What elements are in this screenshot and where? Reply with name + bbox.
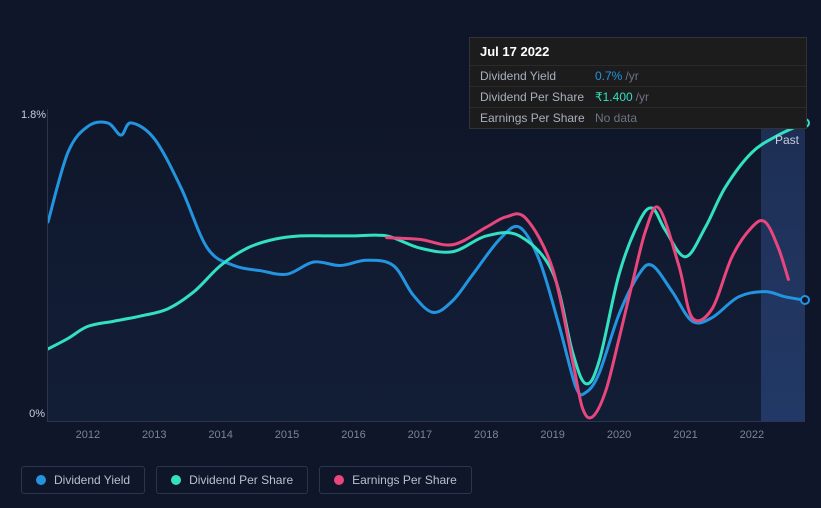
- legend-label: Dividend Per Share: [189, 473, 293, 487]
- legend-item[interactable]: Earnings Per Share: [319, 466, 472, 494]
- chart-lines: [48, 109, 805, 422]
- legend: Dividend Yield Dividend Per Share Earnings…: [21, 466, 472, 494]
- legend-label: Dividend Yield: [54, 473, 130, 487]
- series-line: [48, 123, 805, 384]
- legend-dot: [334, 475, 344, 485]
- tooltip-value: 0.7%: [595, 69, 622, 83]
- legend-dot: [36, 475, 46, 485]
- tooltip-row: Dividend Per Share₹1.400/yr: [470, 86, 806, 107]
- x-axis-tick: 2021: [673, 429, 697, 441]
- tooltip-label: Dividend Per Share: [480, 90, 595, 104]
- y-axis-tick: 1.8%: [21, 109, 45, 121]
- x-axis-tick: 2013: [142, 429, 166, 441]
- tooltip-row: Earnings Per ShareNo data: [470, 107, 806, 128]
- tooltip-label: Dividend Yield: [480, 69, 595, 83]
- x-axis-tick: 2015: [275, 429, 299, 441]
- chart-tooltip: Jul 17 2022 Dividend Yield0.7%/yrDividen…: [469, 37, 807, 129]
- x-axis-tick: 2016: [341, 429, 365, 441]
- legend-label: Earnings Per Share: [352, 473, 457, 487]
- x-axis-tick: 2018: [474, 429, 498, 441]
- series-line: [48, 122, 805, 395]
- x-axis-tick: 2019: [540, 429, 564, 441]
- x-axis-tick: 2012: [76, 429, 100, 441]
- tooltip-value: No data: [595, 111, 637, 125]
- tooltip-label: Earnings Per Share: [480, 111, 595, 125]
- legend-dot: [171, 475, 181, 485]
- tooltip-date: Jul 17 2022: [470, 38, 806, 65]
- tooltip-value: ₹1.400: [595, 90, 633, 104]
- x-axis-tick: 2017: [408, 429, 432, 441]
- legend-item[interactable]: Dividend Per Share: [156, 466, 308, 494]
- chart: Past 1.8% 0% 2012 2013 2014 2015 2016 2017 2018 2…: [21, 109, 805, 464]
- y-axis-tick: 0%: [21, 408, 45, 420]
- tooltip-row: Dividend Yield0.7%/yr: [470, 65, 806, 86]
- x-axis-tick: 2022: [740, 429, 764, 441]
- legend-item[interactable]: Dividend Yield: [21, 466, 145, 494]
- series-line: [387, 207, 789, 418]
- tooltip-unit: /yr: [625, 69, 638, 83]
- x-axis-tick: 2014: [208, 429, 232, 441]
- past-label: Past: [775, 133, 799, 147]
- x-axis-tick: 2020: [607, 429, 631, 441]
- series-end-marker: [800, 295, 810, 305]
- tooltip-unit: /yr: [636, 90, 649, 104]
